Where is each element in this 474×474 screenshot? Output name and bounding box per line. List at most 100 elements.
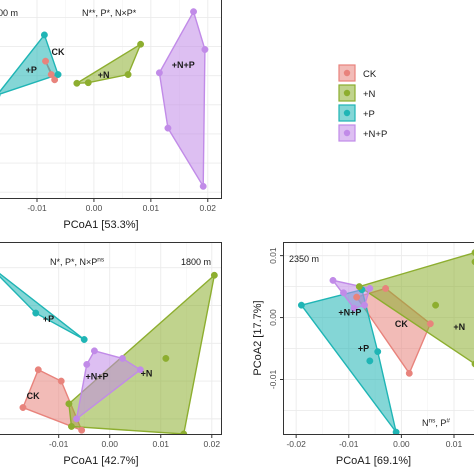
data-point xyxy=(164,124,172,132)
hull-plus-Nplus-P xyxy=(158,9,206,189)
data-point xyxy=(162,354,170,362)
stats-label: N**, P*, N×P* xyxy=(82,8,137,18)
group-points xyxy=(19,271,218,434)
legend-label: +N+P xyxy=(363,129,387,140)
data-point xyxy=(78,426,86,434)
hull-plus-Nplus-P xyxy=(75,350,142,421)
x-tick-label: 0.02 xyxy=(199,203,216,213)
data-point xyxy=(366,285,374,292)
group-label: +N xyxy=(453,322,465,332)
elevation-label: 00 m xyxy=(0,8,18,18)
data-point xyxy=(155,69,163,77)
panel-c: CK +N+P+N+P-0.02 -0.01 0.00 0.01-0.010.000.0… xyxy=(252,242,474,467)
stats-label: N*, P*, N×Pns xyxy=(50,257,105,268)
data-point xyxy=(297,301,305,309)
data-point xyxy=(199,182,207,190)
x-axis-title: PCoA1 [69.1%] xyxy=(336,455,411,467)
data-point xyxy=(374,348,382,356)
data-point xyxy=(350,304,358,312)
y-tick-label: 0.00 xyxy=(268,309,278,326)
legend-label: +P xyxy=(363,109,375,120)
group-label: CK xyxy=(52,47,65,57)
data-point xyxy=(19,404,27,411)
group-label: +P xyxy=(26,65,37,75)
legend: CK+N+P+N+P xyxy=(338,64,387,142)
data-point xyxy=(32,309,40,317)
y-tick-label: -0.01 xyxy=(268,370,278,390)
data-point xyxy=(353,293,361,301)
legend-label: +N xyxy=(363,89,376,100)
data-point xyxy=(40,31,48,39)
data-point xyxy=(210,271,218,279)
data-point xyxy=(73,79,81,87)
x-axis-title: PCoA1 [42.7%] xyxy=(63,455,138,467)
hull-plus-P xyxy=(0,272,85,341)
group-points xyxy=(297,249,474,434)
group-label: +P xyxy=(43,314,54,324)
x-tick-label: -0.01 xyxy=(49,439,69,449)
group-label: CK xyxy=(395,319,408,329)
legend-point xyxy=(343,109,351,117)
data-point xyxy=(137,40,145,48)
x-tick-label: -0.01 xyxy=(27,203,47,213)
group-points xyxy=(0,8,209,190)
data-point xyxy=(366,357,374,365)
x-tick-label: 0.01 xyxy=(152,439,169,449)
stats-suffix-superscript: # xyxy=(446,418,450,425)
data-point xyxy=(57,377,65,385)
data-point xyxy=(124,71,132,78)
x-tick-label: 0.01 xyxy=(446,439,463,449)
hull-plus-P xyxy=(0,33,59,95)
data-point xyxy=(67,422,75,430)
stats-label: Nns, P# xyxy=(422,418,450,429)
legend-point xyxy=(343,129,351,137)
x-tick-label: 0.00 xyxy=(101,439,118,449)
data-point xyxy=(90,347,98,355)
group-label: +N+P xyxy=(85,372,108,382)
legend-point xyxy=(343,89,351,97)
group-label: +P xyxy=(358,344,369,354)
group-label: +N xyxy=(141,369,153,379)
data-point xyxy=(471,249,474,256)
data-point xyxy=(65,400,73,408)
elevation-label: 1800 m xyxy=(181,257,211,267)
stats-suffix: , P xyxy=(435,418,446,428)
data-point xyxy=(136,366,144,374)
data-point xyxy=(329,276,337,284)
legend-label: CK xyxy=(363,69,377,80)
data-point xyxy=(73,415,81,423)
data-point xyxy=(426,320,434,328)
data-point xyxy=(54,71,62,78)
data-point xyxy=(471,258,474,266)
x-tick-label: -0.01 xyxy=(339,439,359,449)
data-point xyxy=(190,8,197,16)
y-tick-label: 0.01 xyxy=(268,247,278,264)
data-point xyxy=(84,79,92,87)
hull-plus-N xyxy=(357,252,474,365)
data-point xyxy=(201,46,209,53)
data-point xyxy=(83,361,91,368)
elevation-label: 2350 m xyxy=(289,254,319,264)
stats-superscript: ns xyxy=(97,257,105,264)
data-point xyxy=(47,71,55,78)
legend-point xyxy=(343,69,351,77)
stats-superscript: ns xyxy=(429,418,437,425)
data-point xyxy=(80,336,88,343)
group-label: +N xyxy=(98,70,110,80)
data-point xyxy=(119,354,126,362)
group-label: +N+P xyxy=(338,308,361,318)
data-point xyxy=(361,301,369,309)
data-point xyxy=(405,369,413,377)
x-tick-label: 0.02 xyxy=(204,439,221,449)
x-tick-label: 0.00 xyxy=(86,203,103,213)
data-point xyxy=(51,76,59,84)
data-point xyxy=(432,301,440,309)
group-hulls xyxy=(0,9,206,189)
x-tick-label: -0.02 xyxy=(286,439,306,449)
data-point xyxy=(382,285,390,292)
data-point xyxy=(340,289,347,297)
x-tick-label: 0.01 xyxy=(143,203,160,213)
y-axis-title: PCoA2 [17.7%] xyxy=(252,300,264,375)
x-tick-label: 0.00 xyxy=(393,439,410,449)
